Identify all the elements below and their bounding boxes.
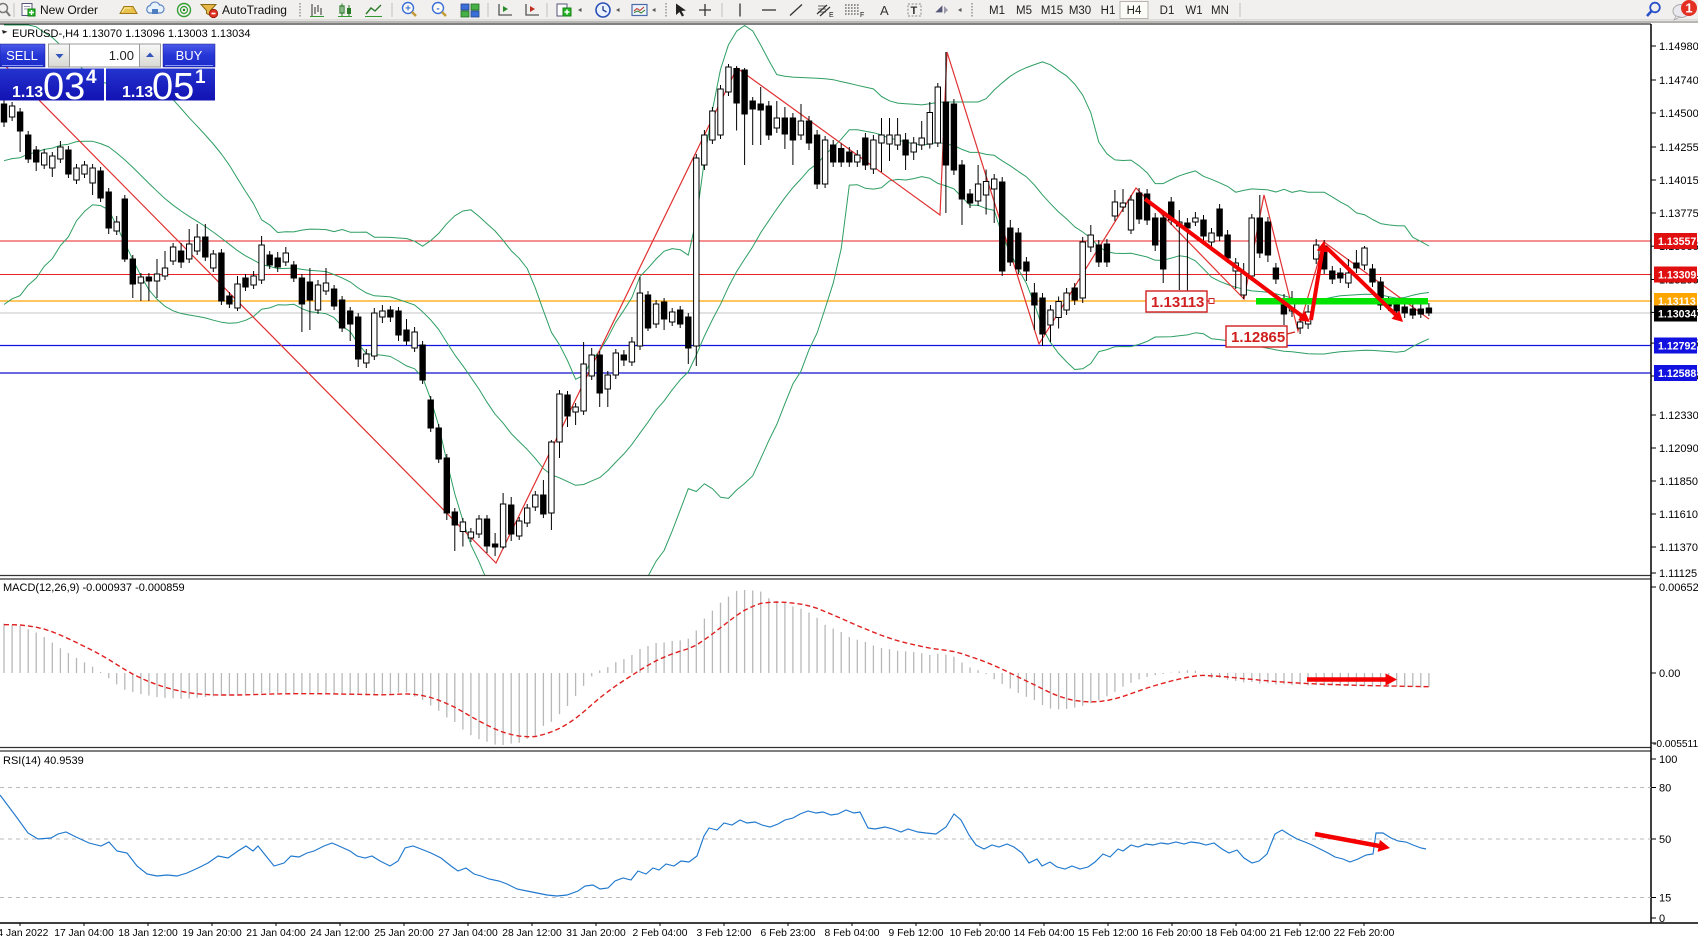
svg-text:1.13034: 1.13034 [1658,309,1696,321]
svg-text:05: 05 [152,66,194,108]
svg-text:1.14255: 1.14255 [1659,142,1698,154]
svg-text:17 Jan 04:00: 17 Jan 04:00 [54,928,114,939]
svg-text:D1: D1 [1160,5,1175,17]
svg-text:9 Feb 12:00: 9 Feb 12:00 [889,928,944,939]
svg-text:1.14015: 1.14015 [1659,175,1698,187]
svg-text:A: A [880,3,889,18]
svg-text:10 Feb 20:00: 10 Feb 20:00 [950,928,1011,939]
svg-text:F: F [860,12,864,19]
svg-text:1.11610: 1.11610 [1659,509,1698,521]
svg-text:6 Feb 23:00: 6 Feb 23:00 [761,928,816,939]
svg-text:-: - [436,4,439,15]
svg-text:H1: H1 [1101,5,1116,17]
svg-text:1.13113: 1.13113 [1658,296,1696,308]
svg-text:M1: M1 [989,5,1005,17]
svg-text:MN: MN [1211,5,1229,17]
svg-text:0.00652: 0.00652 [1659,582,1698,594]
svg-text:03: 03 [43,66,85,108]
svg-text:AutoTrading: AutoTrading [222,3,287,17]
svg-text:16 Feb 20:00: 16 Feb 20:00 [1142,928,1203,939]
svg-text:1.12792: 1.12792 [1658,341,1696,353]
svg-text:1.12588: 1.12588 [1658,368,1696,380]
svg-text:MACD(12,26,9) -0.000937 -0.000: MACD(12,26,9) -0.000937 -0.000859 [3,582,185,594]
svg-text:M15: M15 [1041,5,1063,17]
svg-text:BUY: BUY [176,48,203,63]
svg-text:-0.005511: -0.005511 [1653,739,1698,750]
svg-text:1.12090: 1.12090 [1659,443,1698,455]
svg-text:M5: M5 [1016,5,1032,17]
svg-text:15 Feb 12:00: 15 Feb 12:00 [1078,928,1139,939]
svg-text:3 Feb 12:00: 3 Feb 12:00 [697,928,752,939]
svg-text:1.13: 1.13 [122,84,153,101]
svg-text:1.13309: 1.13309 [1658,270,1696,282]
svg-text:1.00: 1.00 [109,48,134,63]
svg-text:18 Jan 12:00: 18 Jan 12:00 [118,928,178,939]
svg-text:W1: W1 [1185,5,1202,17]
svg-text:0: 0 [1659,913,1665,925]
svg-text:1: 1 [195,67,206,88]
svg-text:27 Jan 04:00: 27 Jan 04:00 [438,928,498,939]
svg-text:1.12865: 1.12865 [1231,329,1285,346]
svg-text:H4: H4 [1127,5,1142,17]
svg-text:T: T [911,5,918,17]
svg-text:1: 1 [1685,1,1692,16]
svg-text:100: 100 [1659,754,1677,766]
svg-text:M30: M30 [1069,5,1091,17]
svg-text:1.12330: 1.12330 [1659,410,1698,422]
svg-text:15: 15 [1659,893,1671,905]
svg-text:18 Feb 04:00: 18 Feb 04:00 [1206,928,1267,939]
svg-text:19 Jan 20:00: 19 Jan 20:00 [182,928,242,939]
svg-text:E: E [829,12,834,19]
svg-text:SELL: SELL [6,48,38,63]
svg-text:24 Jan 12:00: 24 Jan 12:00 [310,928,370,939]
svg-text:21 Jan 04:00: 21 Jan 04:00 [246,928,306,939]
svg-text:22 Feb 20:00: 22 Feb 20:00 [1334,928,1395,939]
svg-text:1.13775: 1.13775 [1659,208,1698,220]
svg-text:8 Feb 04:00: 8 Feb 04:00 [825,928,880,939]
svg-text:New Order: New Order [40,3,98,17]
svg-text:14 Feb 04:00: 14 Feb 04:00 [1014,928,1075,939]
svg-text:RSI(14) 40.9539: RSI(14) 40.9539 [3,755,84,767]
svg-text:50: 50 [1659,834,1671,846]
svg-text:+: + [405,4,411,15]
svg-text:80: 80 [1659,783,1671,795]
svg-text:1.11370: 1.11370 [1659,542,1698,554]
svg-text:31 Jan 20:00: 31 Jan 20:00 [566,928,626,939]
svg-text:1.14740: 1.14740 [1659,75,1698,87]
svg-text:4: 4 [86,67,97,88]
svg-text:21 Feb 12:00: 21 Feb 12:00 [1270,928,1331,939]
svg-text:28 Jan 12:00: 28 Jan 12:00 [502,928,562,939]
svg-text:1.13113: 1.13113 [1151,294,1204,311]
svg-text:1.13557: 1.13557 [1658,236,1696,248]
svg-text:1.14500: 1.14500 [1659,108,1698,120]
svg-text:0.00: 0.00 [1659,668,1680,680]
svg-text:1.13: 1.13 [12,84,43,101]
svg-text:1.11850: 1.11850 [1659,476,1698,488]
svg-text:1.11125: 1.11125 [1659,568,1697,580]
svg-text:2 Feb 04:00: 2 Feb 04:00 [633,928,688,939]
svg-text:EURUSD-,H4 1.13070 1.13096 1.: EURUSD-,H4 1.13070 1.13096 1.13003 1.130… [12,28,251,40]
svg-text:25 Jan 20:00: 25 Jan 20:00 [374,928,434,939]
svg-text:14 Jan 2022: 14 Jan 2022 [0,928,49,939]
svg-text:1.14980: 1.14980 [1659,41,1698,53]
